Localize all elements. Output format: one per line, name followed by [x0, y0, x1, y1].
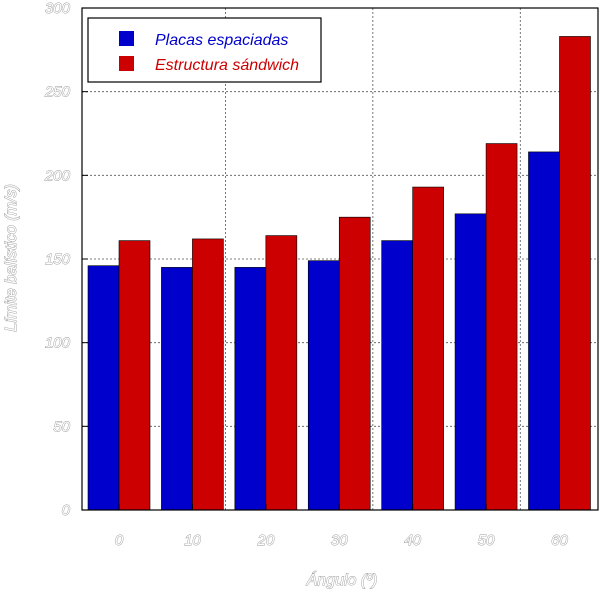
bar-placas-espaciadas-10: [161, 267, 193, 511]
bar-estructura-sandwich-10: [192, 238, 224, 511]
legend: Placas espaciadas Estructura sándwich: [87, 17, 322, 83]
y-axis-title: Límite balístico (m/s): [3, 184, 20, 332]
bar-placas-espaciadas-0: [87, 265, 120, 511]
x-tick-label: 40: [404, 532, 421, 549]
x-tick-label: 0: [115, 532, 124, 549]
bar-estructura-sandwich-0: [118, 240, 151, 511]
bars: [87, 36, 591, 511]
bar-placas-espaciadas-30: [307, 260, 340, 511]
x-tick-label: 50: [478, 532, 495, 549]
bar-estructura-sandwich-30: [338, 216, 371, 511]
x-tick-label: 30: [331, 532, 348, 549]
y-tick-label: 200: [44, 167, 71, 184]
legend-label-estructura-sandwich: Estructura sándwich: [155, 57, 299, 74]
bar-estructura-sandwich-20: [265, 235, 298, 511]
y-tick-label: 300: [45, 0, 71, 17]
legend-label-placas-espaciadas: Placas espaciadas: [155, 32, 288, 49]
x-axis-title: Ángulo (º): [306, 570, 378, 589]
bar-estructura-sandwich-40: [412, 186, 444, 511]
x-tick-label: 10: [184, 532, 201, 549]
y-tick-label: 0: [62, 502, 71, 519]
bar-placas-espaciadas-60: [528, 151, 560, 511]
x-tick-label: 20: [256, 532, 274, 549]
y-axis-ticks: 0 50 100 150 200 250 300: [44, 0, 88, 519]
bar-estructura-sandwich-60: [559, 36, 591, 511]
bar-estructura-sandwich-50: [485, 143, 518, 511]
x-axis-ticks: 0 10 20 30 40 50 60: [114, 504, 569, 549]
y-tick-label: 250: [44, 84, 71, 101]
y-tick-label: 100: [45, 335, 71, 352]
legend-box: [87, 17, 322, 83]
bar-placas-espaciadas-20: [234, 267, 267, 511]
bar-placas-espaciadas-40: [381, 240, 413, 511]
legend-swatch-placas-espaciadas: [119, 31, 134, 46]
y-tick-label: 50: [53, 418, 70, 435]
x-tick-label: 60: [551, 532, 568, 549]
y-tick-label: 150: [45, 251, 71, 268]
legend-swatch-estructura-sandwich: [119, 56, 134, 71]
bar-placas-espaciadas-50: [454, 213, 487, 511]
